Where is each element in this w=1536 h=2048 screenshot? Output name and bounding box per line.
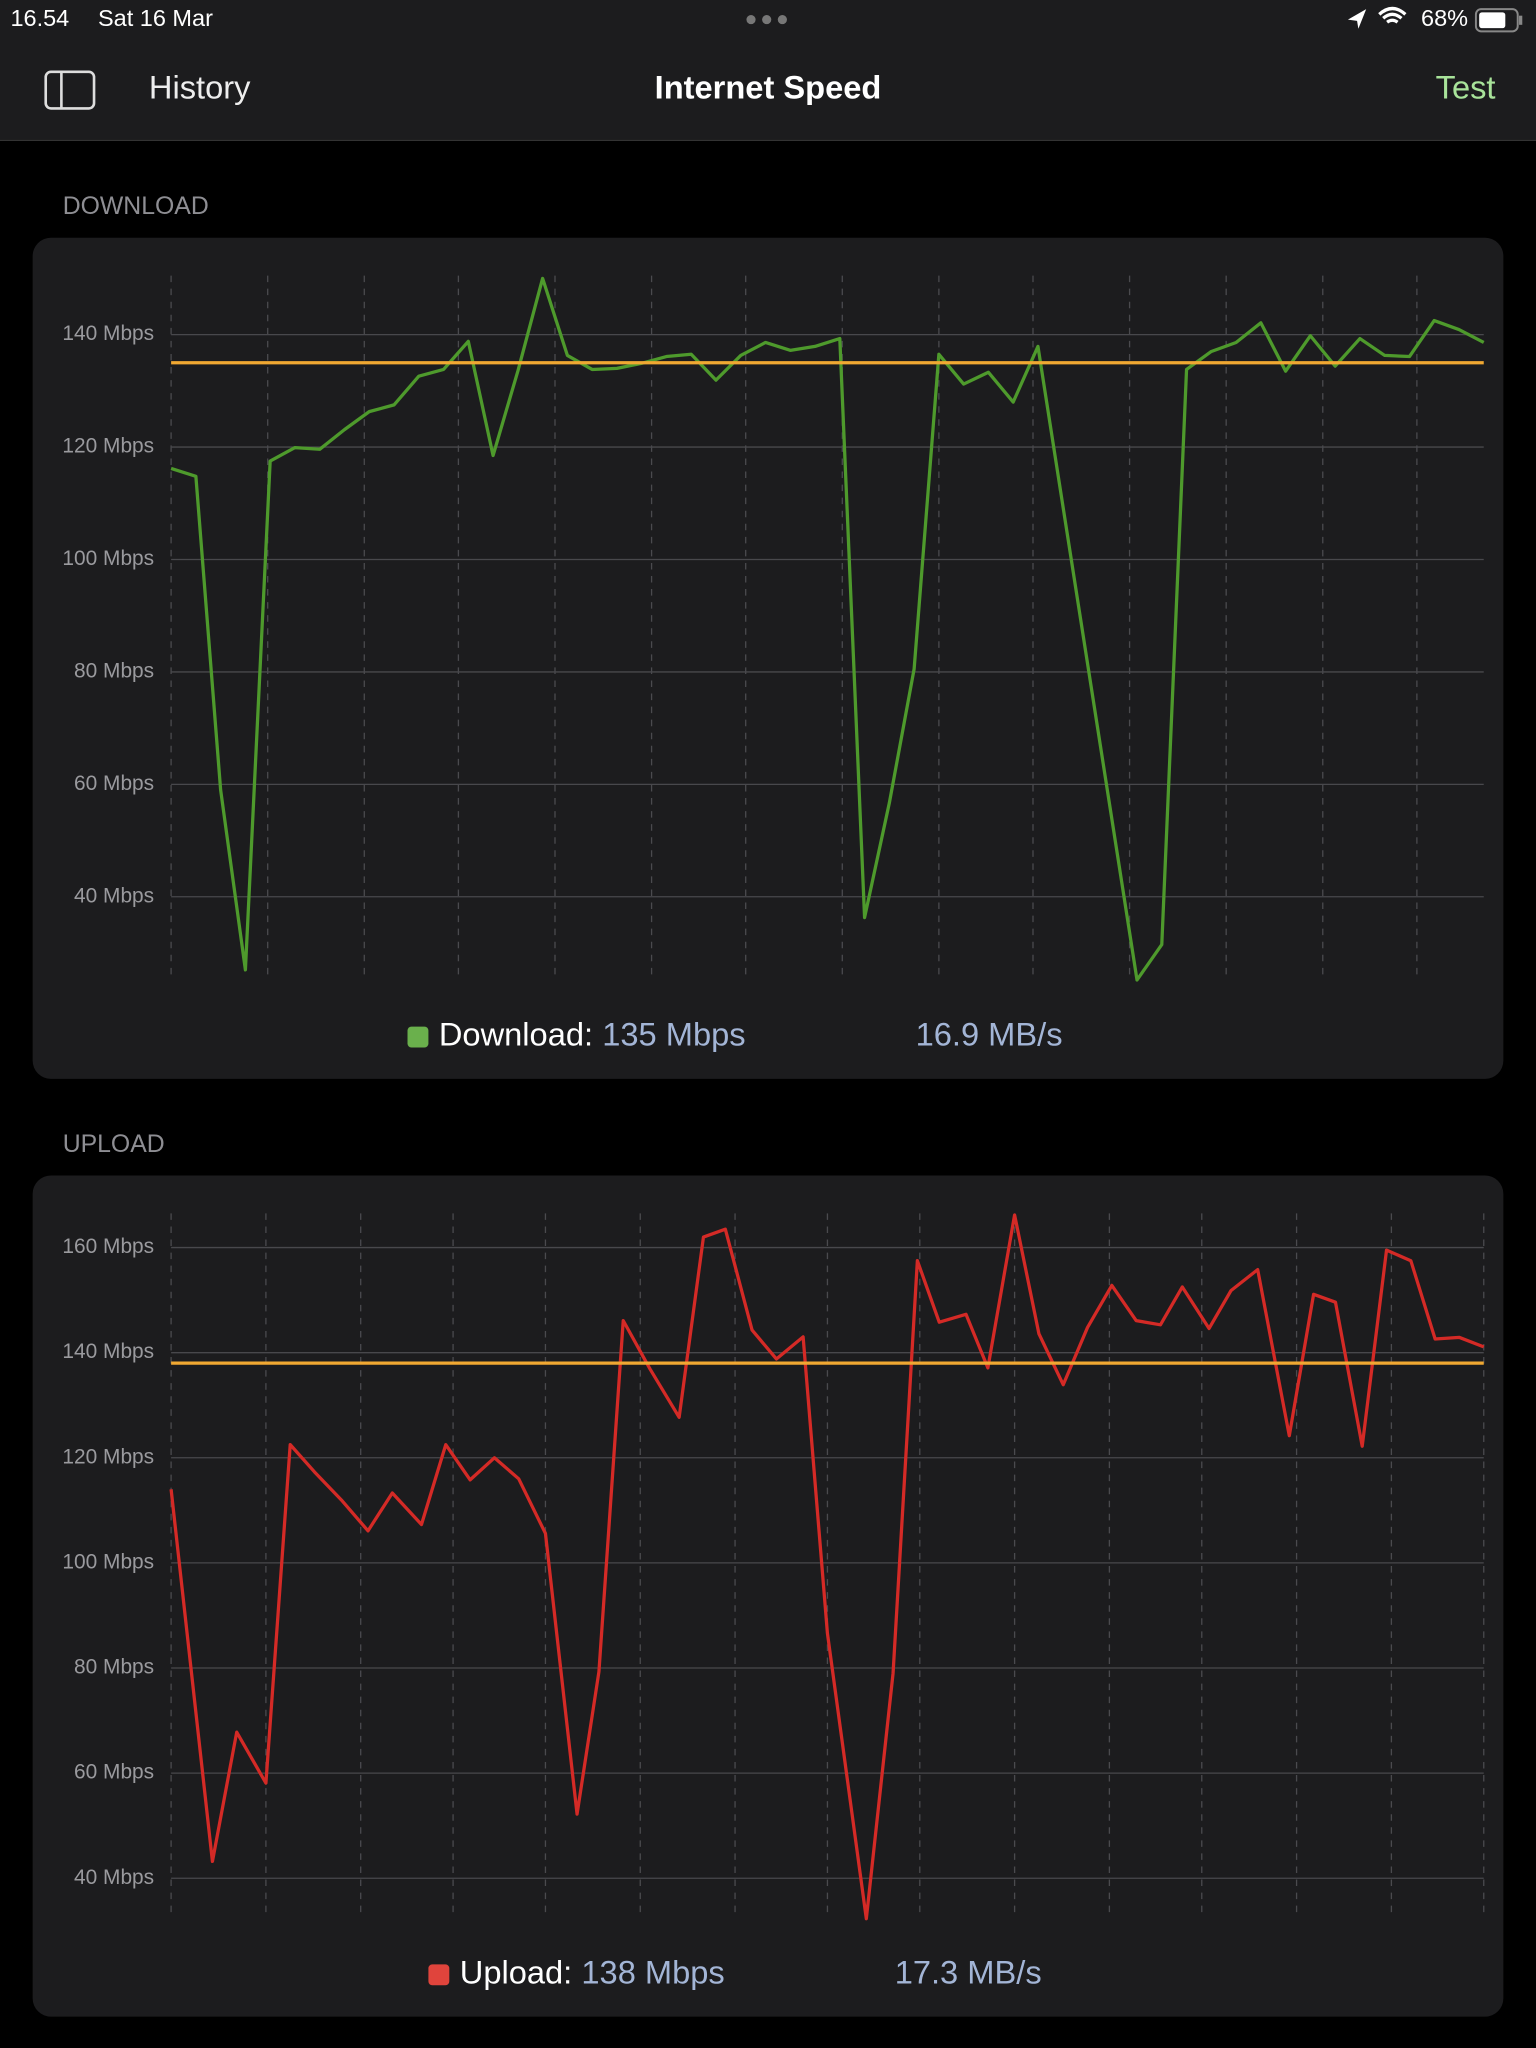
series-line [170,276,1485,982]
series-line [169,1213,1485,1921]
dot [777,15,787,25]
battery-tip [1519,15,1523,25]
y-tick-label: 140 Mbps [62,1340,154,1363]
location-icon [1347,9,1367,29]
y-tick-label: 160 Mbps [62,1235,154,1258]
section-header: UPLOAD [63,1131,165,1158]
status-time: 16.54 [10,5,69,31]
battery-outline [1474,8,1519,33]
battery-percent: 68% [1421,5,1468,31]
legend-average: 138 Mbps [581,1953,724,1990]
y-tick-label: 80 Mbps [74,659,154,682]
y-tick-label: 100 Mbps [62,547,154,570]
chart-card [32,1175,1504,2017]
y-tick-label: 40 Mbps [74,884,154,907]
wifi-icon [1378,6,1407,24]
test-button[interactable]: Test [1436,69,1496,106]
y-tick-label: 100 Mbps [62,1550,154,1573]
legend-name: Upload: [460,1953,573,1990]
dot [762,15,772,25]
y-tick-label: 80 Mbps [74,1656,154,1679]
section-header: DOWNLOAD [63,193,209,220]
y-tick-label: 120 Mbps [62,435,154,458]
sidebar-button[interactable] [44,70,96,110]
y-tick-label: 120 Mbps [62,1445,154,1468]
legend-swatch [407,1026,429,1048]
legend-rate: 16.9 MB/s [916,1016,1063,1053]
history-button[interactable]: History [149,69,251,106]
y-tick-label: 60 Mbps [74,1761,154,1784]
multitask-dots[interactable] [746,15,787,25]
dot [746,15,756,25]
battery-level [1479,12,1506,29]
nav-title: Internet Speed [655,69,882,106]
legend-swatch [428,1964,450,1986]
legend-rate: 17.3 MB/s [895,1953,1042,1990]
legend-average: 135 Mbps [602,1016,745,1053]
chart-card [32,237,1504,1079]
y-tick-label: 40 Mbps [74,1866,154,1889]
legend-name: Download: [439,1016,593,1053]
sidebar-icon [44,70,96,110]
status-date: Sat 16 Mar [98,5,213,31]
y-tick-label: 140 Mbps [62,322,154,345]
y-tick-label: 60 Mbps [74,772,154,795]
